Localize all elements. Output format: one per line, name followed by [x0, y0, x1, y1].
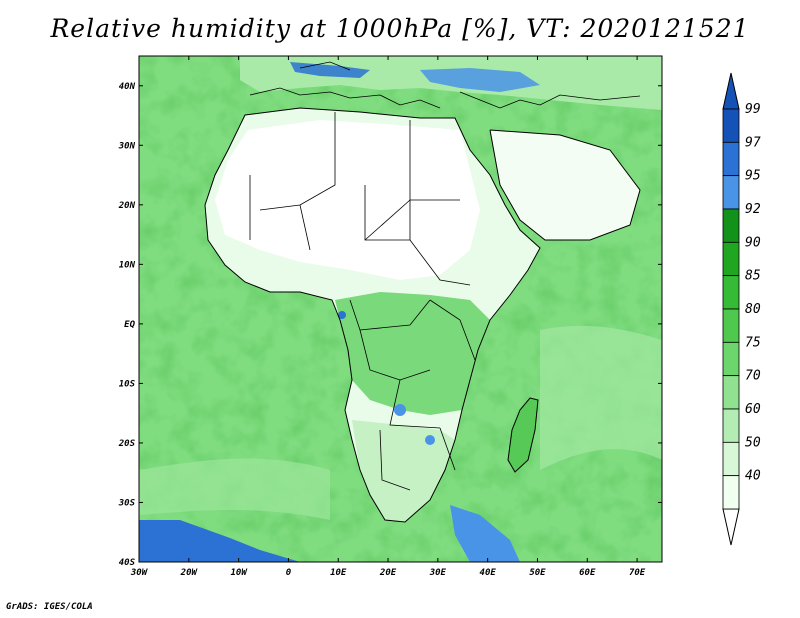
colorbar-label: 92 — [745, 202, 761, 217]
colorbar-label: 95 — [745, 169, 761, 184]
lon-tick-label: 60E — [579, 568, 596, 578]
saturated-patch — [394, 404, 406, 416]
africa-coastline — [204, 107, 541, 523]
colorbar-label: 40 — [745, 469, 761, 484]
lon-tick-label: 70E — [629, 568, 646, 578]
colorbar-bin — [722, 308, 740, 343]
lon-tick-label: 20E — [379, 568, 397, 578]
madagascar — [507, 397, 539, 473]
lat-tick-label: 20N — [118, 201, 136, 211]
colorbar-label: 99 — [745, 102, 761, 117]
saturated-patch — [338, 311, 346, 319]
lon-axis: 30W 20W 10W 0 10E 20E 30E 40E 50E 60E 70E — [130, 56, 646, 578]
lon-tick-label: 10E — [330, 568, 347, 578]
colorbar-bin — [722, 108, 740, 143]
lat-tick-label: 10N — [119, 260, 136, 270]
saturated-patch — [425, 435, 435, 445]
lat-tick-label: 40S — [119, 558, 136, 568]
sahara-dry — [215, 120, 480, 280]
colorbar-under-arrow — [722, 508, 740, 546]
arabia-land — [490, 130, 640, 240]
ocean-light-band — [139, 458, 330, 520]
lon-tick-label: 10W — [230, 568, 248, 578]
arabia-coastline — [489, 129, 641, 241]
colorbar-bin — [722, 141, 740, 177]
southern-africa — [352, 420, 455, 522]
lon-tick-label: 30E — [429, 568, 447, 578]
colorbar-label: 80 — [745, 302, 761, 317]
saturated-south — [450, 505, 520, 562]
lat-tick-label: 40N — [119, 82, 136, 92]
lon-tick-label: 40E — [480, 568, 497, 578]
lat-tick-label: 10S — [119, 379, 136, 389]
colorbar-label: 97 — [745, 135, 761, 150]
colorbar-label: 90 — [745, 235, 761, 250]
chart-title: Relative humidity at 1000hPa [%], VT: 20… — [50, 14, 750, 43]
colorbar-bin — [722, 341, 740, 377]
lat-tick-label: EQ — [124, 320, 135, 330]
colorbar-label: 85 — [745, 269, 761, 284]
colorbar-bin — [722, 241, 740, 277]
saturated-blacksea — [420, 68, 540, 92]
europe-coastline — [249, 61, 641, 109]
lat-tick-label: 30S — [118, 498, 136, 508]
colorbar-bin — [722, 475, 740, 510]
saturated-southwest — [139, 520, 300, 562]
lat-tick-label: 30N — [118, 141, 136, 151]
colorbar-bin — [722, 375, 740, 410]
colorbar-bin — [722, 275, 740, 310]
credit-label: GrADS: IGES/COLA — [6, 602, 93, 612]
lat-axis: 40N 30N 20N 10N EQ 10S 20S 30S 40S — [118, 82, 662, 568]
colorbar: 99 97 95 92 90 85 80 75 70 60 50 40 — [722, 72, 761, 546]
colorbar-label: 60 — [745, 402, 761, 417]
colorbar-bin — [722, 408, 740, 443]
country-borders — [249, 112, 476, 491]
colorbar-label: 70 — [745, 369, 761, 384]
lat-tick-label: 20S — [118, 439, 136, 449]
map-area — [139, 56, 662, 562]
colorbar-bin — [722, 175, 740, 210]
indian-ocean-band — [540, 325, 662, 470]
colorbar-label: 50 — [745, 435, 761, 450]
central-africa-humid — [335, 292, 490, 415]
colorbar-label: 75 — [745, 335, 761, 350]
lon-tick-label: 30W — [130, 568, 149, 578]
lon-tick-label: 20W — [180, 568, 199, 578]
colorbar-over-arrow — [722, 72, 740, 110]
colorbar-bin — [722, 208, 740, 243]
lon-tick-label: 50E — [529, 568, 546, 578]
map-frame — [138, 55, 663, 563]
colorbar-bin — [722, 441, 740, 477]
lon-tick-label: 0 — [286, 568, 292, 578]
